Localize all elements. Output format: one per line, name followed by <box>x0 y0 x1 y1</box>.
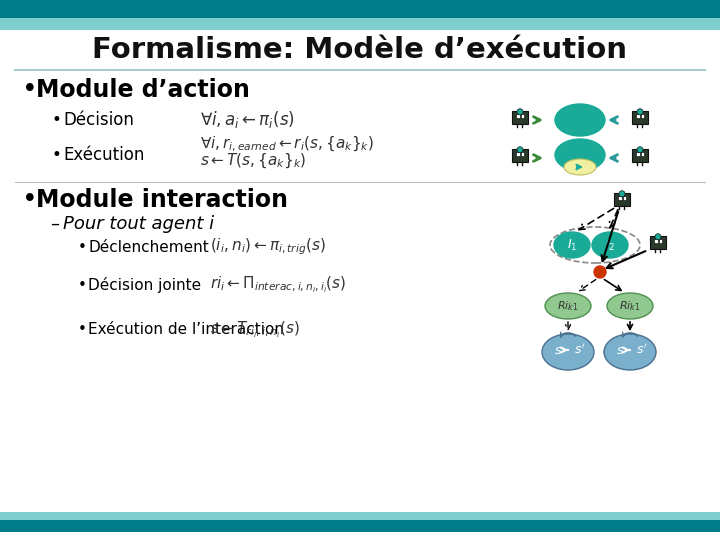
Circle shape <box>655 234 661 240</box>
Text: $s'$: $s'$ <box>575 343 585 357</box>
Circle shape <box>619 191 625 197</box>
Text: Pour tout agent i: Pour tout agent i <box>63 215 214 233</box>
FancyBboxPatch shape <box>636 114 640 118</box>
Text: $Ri_{k1}$: $Ri_{k1}$ <box>619 299 641 313</box>
Text: $Ri_{k1}$: $Ri_{k1}$ <box>557 299 579 313</box>
Ellipse shape <box>554 232 590 258</box>
Text: $ri_i \leftarrow \Pi_{interac,i,n_i,i_i}(s)$: $ri_i \leftarrow \Pi_{interac,i,n_i,i_i}… <box>210 275 346 295</box>
Text: Module interaction: Module interaction <box>36 188 288 212</box>
Text: $s'$: $s'$ <box>636 343 648 357</box>
Ellipse shape <box>607 293 653 319</box>
Text: Formalisme: Modèle d’exécution: Formalisme: Modèle d’exécution <box>92 36 628 64</box>
Ellipse shape <box>564 159 596 175</box>
Text: $\forall i, a_i \leftarrow \pi_i(s)$: $\forall i, a_i \leftarrow \pi_i(s)$ <box>200 110 294 131</box>
Bar <box>0 518 720 532</box>
FancyBboxPatch shape <box>618 197 622 200</box>
Bar <box>0 512 720 520</box>
Text: $s \leftarrow T_{ri_i,i,n_i}(s)$: $s \leftarrow T_{ri_i,i,n_i}(s)$ <box>210 320 300 340</box>
FancyBboxPatch shape <box>650 236 666 249</box>
Text: $\forall i, r_{i,earned} \leftarrow r_i(s, \{a_k\}_k)$: $\forall i, r_{i,earned} \leftarrow r_i(… <box>200 134 374 154</box>
Text: •: • <box>78 240 87 254</box>
Text: $s$: $s$ <box>554 343 562 356</box>
FancyBboxPatch shape <box>632 149 648 162</box>
Ellipse shape <box>555 104 605 136</box>
FancyBboxPatch shape <box>623 197 626 200</box>
FancyBboxPatch shape <box>521 152 524 156</box>
Text: •: • <box>78 278 87 293</box>
Circle shape <box>637 147 643 153</box>
FancyBboxPatch shape <box>654 239 658 243</box>
Bar <box>0 18 720 30</box>
Text: Exécution de l’interaction: Exécution de l’interaction <box>88 322 284 338</box>
FancyBboxPatch shape <box>632 111 648 124</box>
Text: Décision jointe: Décision jointe <box>88 277 201 293</box>
Text: $s \leftarrow T(s, \{a_k\}_k)$: $s \leftarrow T(s, \{a_k\}_k)$ <box>200 152 307 170</box>
Ellipse shape <box>545 293 591 319</box>
FancyBboxPatch shape <box>641 152 644 156</box>
Text: $(i_i, n_i) \leftarrow \pi_{i,trig}(s)$: $(i_i, n_i) \leftarrow \pi_{i,trig}(s)$ <box>210 237 326 257</box>
FancyBboxPatch shape <box>659 239 662 243</box>
FancyBboxPatch shape <box>636 152 640 156</box>
Text: •: • <box>22 77 37 103</box>
FancyBboxPatch shape <box>513 149 528 162</box>
Text: –: – <box>50 215 59 233</box>
Ellipse shape <box>604 334 656 370</box>
FancyBboxPatch shape <box>516 152 520 156</box>
Ellipse shape <box>555 139 605 171</box>
Ellipse shape <box>592 232 628 258</box>
FancyBboxPatch shape <box>521 114 524 118</box>
Ellipse shape <box>542 334 594 370</box>
Text: •: • <box>78 322 87 338</box>
Circle shape <box>517 147 523 153</box>
Text: •: • <box>52 111 62 129</box>
Text: Exécution: Exécution <box>63 146 145 164</box>
Text: Module d’action: Module d’action <box>36 78 250 102</box>
FancyBboxPatch shape <box>513 111 528 124</box>
FancyBboxPatch shape <box>614 193 630 206</box>
Text: Décision: Décision <box>63 111 134 129</box>
Text: $I_1$: $I_1$ <box>567 238 577 253</box>
Circle shape <box>517 109 523 115</box>
Text: •: • <box>52 146 62 164</box>
Circle shape <box>594 266 606 278</box>
Text: Déclenchement: Déclenchement <box>88 240 209 254</box>
Text: $I_2$: $I_2$ <box>605 238 615 253</box>
Bar <box>0 0 720 20</box>
FancyBboxPatch shape <box>641 114 644 118</box>
Text: •: • <box>22 187 37 213</box>
Text: $s$: $s$ <box>616 343 624 356</box>
Circle shape <box>637 109 643 115</box>
FancyBboxPatch shape <box>516 114 520 118</box>
